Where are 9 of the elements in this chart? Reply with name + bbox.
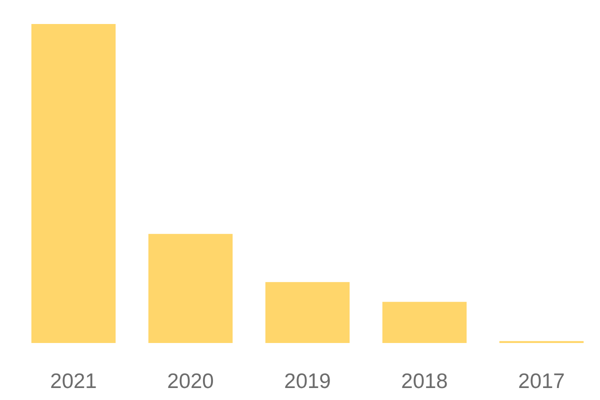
bar: [31, 24, 116, 343]
bar: [265, 282, 350, 343]
x-tick-label: 2018: [401, 370, 448, 393]
x-tick-label: 2019: [284, 370, 331, 393]
bar: [148, 234, 233, 343]
x-tick-label: 2021: [50, 370, 97, 393]
bar: [382, 302, 467, 343]
x-tick-label: 2017: [518, 370, 565, 393]
x-tick-label: 2020: [167, 370, 214, 393]
